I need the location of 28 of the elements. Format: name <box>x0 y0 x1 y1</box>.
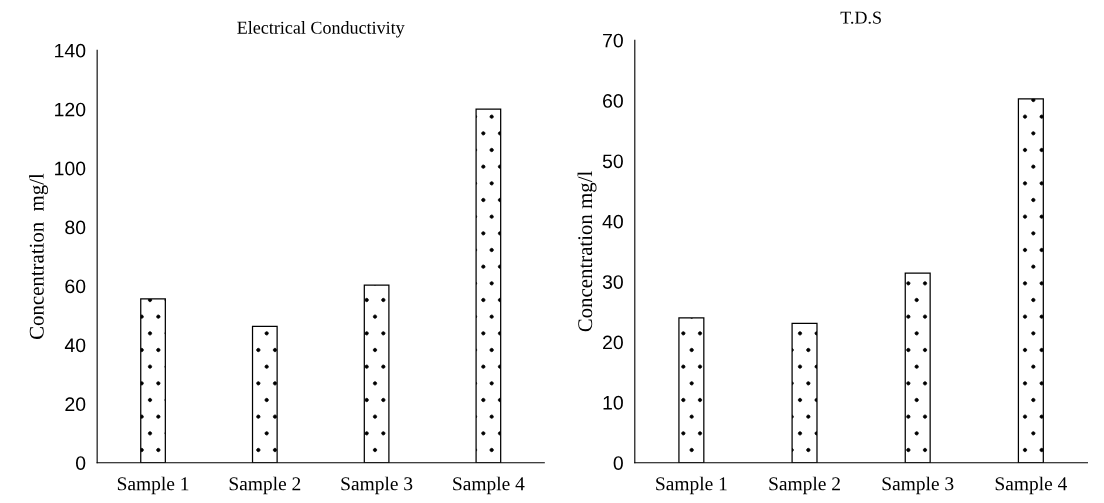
y-tick-label: 0 <box>75 456 86 470</box>
x-tick-label: Sample 2 <box>229 476 301 495</box>
x-tick-label: Sample 1 <box>656 476 727 495</box>
y-tick-label: 60 <box>65 279 86 294</box>
y-tick-label: 10 <box>603 395 623 410</box>
y-tick-label: 100 <box>55 161 86 176</box>
x-tick-label: Sample 4 <box>995 476 1068 495</box>
y-tick-label: 30 <box>602 275 623 289</box>
x-tick-label: Sample 3 <box>882 476 954 495</box>
x-tick-label: Sample 4 <box>453 476 525 495</box>
y-tick-label: 140 <box>55 43 86 58</box>
y-tick-label: 0 <box>613 456 623 470</box>
y-tick-label: 20 <box>65 397 86 412</box>
y-axis-title: Concentration mg/l <box>29 173 49 339</box>
y-tick-label: 50 <box>602 154 623 169</box>
y-axis-title: Concentration mg/l <box>577 171 597 332</box>
y-tick-label: 70 <box>603 33 623 48</box>
x-tick-label: Sample 2 <box>769 476 840 495</box>
y-tick-label: 20 <box>603 335 623 350</box>
y-tick-label: 120 <box>55 102 86 117</box>
y-tick-label: 40 <box>602 214 623 229</box>
chart-title: T.D.S <box>840 11 881 24</box>
y-tick-label: 80 <box>65 220 86 235</box>
chart-title: Electrical Conductivity <box>237 21 405 38</box>
y-tick-label: 60 <box>603 94 623 108</box>
x-tick-label: Sample 3 <box>341 476 413 495</box>
x-tick-label: Sample 1 <box>117 476 189 495</box>
y-tick-label: 40 <box>64 338 86 353</box>
